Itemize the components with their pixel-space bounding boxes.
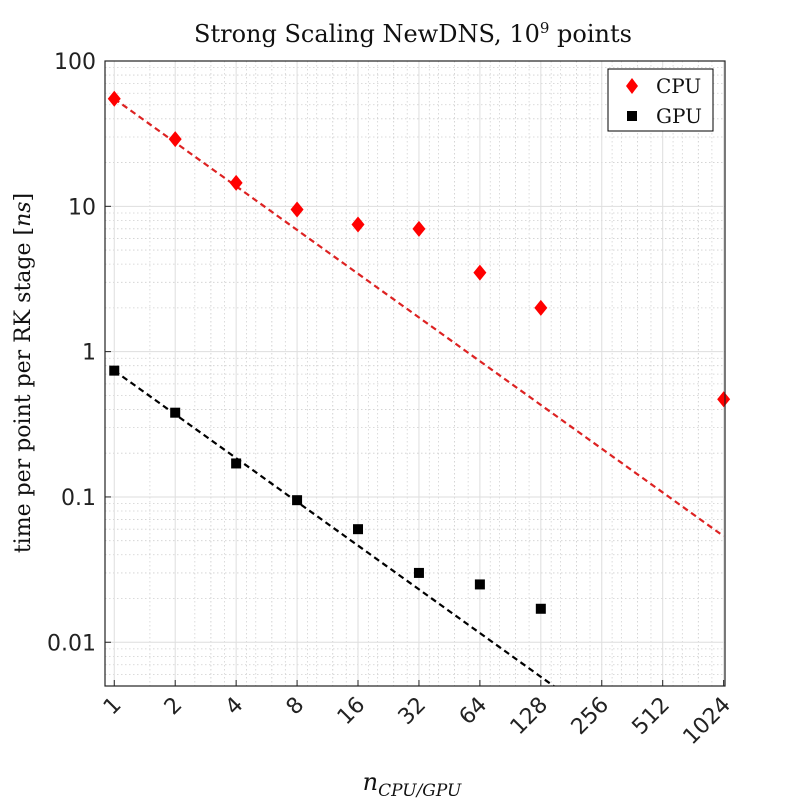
plot-area — [105, 61, 725, 686]
data-marks — [107, 90, 731, 614]
legend-cpu-marker — [626, 78, 638, 94]
y-tick-label: 0.1 — [61, 486, 96, 511]
cpu-point — [717, 391, 731, 408]
axes-frame — [104, 60, 726, 687]
y-tick-label: 1 — [82, 341, 96, 366]
cpu-point — [412, 220, 426, 237]
gpu-point — [535, 603, 546, 614]
cpu-point — [168, 131, 182, 148]
chart-title: Strong Scaling NewDNS, 109 points — [194, 19, 632, 48]
gpu-point — [231, 458, 242, 469]
gpu-point — [474, 579, 485, 590]
y-axis-label: time per point per RK stage [ns] — [11, 193, 36, 553]
cpu-point — [229, 174, 243, 191]
cpu-point — [107, 90, 121, 107]
gpu-point — [170, 407, 181, 418]
cpu-point — [290, 201, 304, 218]
gpu-point — [353, 524, 364, 535]
legend-cpu-label: CPU — [656, 74, 701, 98]
y-tick-label: 10 — [68, 195, 96, 220]
axes-box — [104, 60, 726, 687]
legend-gpu-marker — [627, 111, 637, 121]
cpu-point — [473, 264, 487, 281]
fit-line — [113, 369, 556, 686]
y-tick-label: 100 — [54, 50, 96, 75]
legend: CPU GPU — [607, 68, 714, 132]
plot-background — [105, 61, 725, 686]
gpu-point — [413, 567, 424, 578]
fit-line — [113, 97, 725, 538]
legend-box — [607, 68, 714, 132]
legend-gpu-label: GPU — [656, 104, 702, 128]
y-tick-label: 0.01 — [47, 631, 96, 656]
cpu-point — [351, 216, 365, 233]
cpu-point — [534, 299, 548, 316]
x-axis-label: nCPU/GPU — [363, 768, 462, 800]
fit-lines — [113, 97, 725, 686]
gpu-point — [292, 495, 303, 506]
gpu-point — [109, 365, 120, 376]
